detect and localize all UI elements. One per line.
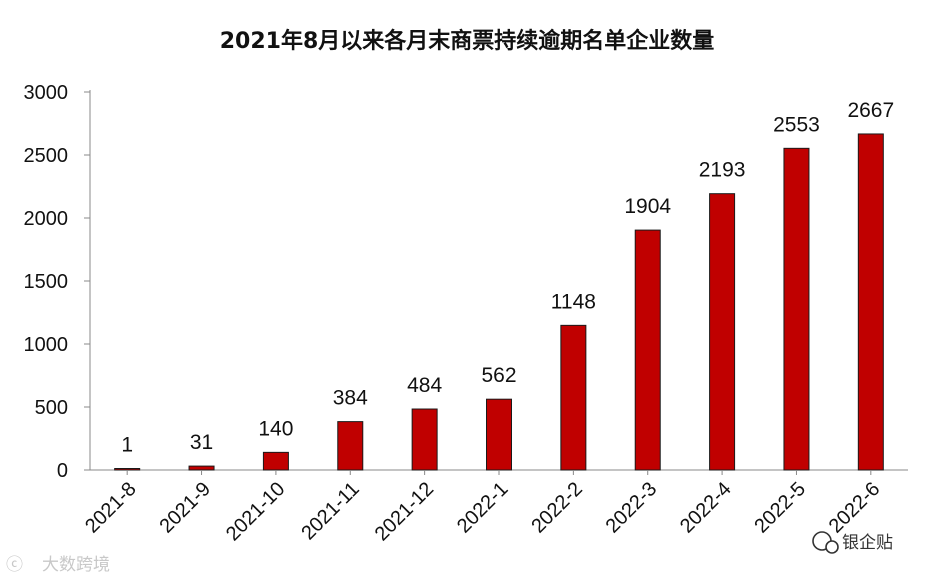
bar-2021-11 — [337, 421, 364, 471]
bar-2022-4 — [709, 193, 736, 471]
watermark-left-logo: ⓒ — [6, 555, 23, 575]
watermark-bottom-right: 银企贴 — [812, 531, 893, 554]
y-axis-ticks: 0 500 1000 1500 2000 2500 3000 — [24, 82, 90, 482]
data-label-2021-12: 484 — [407, 374, 442, 397]
data-label-2022-2: 1148 — [551, 290, 596, 313]
watermark-left-text: 大数跨境 — [42, 555, 110, 575]
y-tick-label: 0 — [57, 460, 68, 482]
data-label-2021-11: 384 — [333, 387, 368, 410]
data-label-2021-10: 140 — [258, 417, 293, 440]
x-tick-label-2022-6: 2022-6 — [825, 478, 885, 538]
y-tick-label: 3000 — [24, 82, 69, 104]
x-tick-label-2022-4: 2022-4 — [676, 478, 736, 538]
x-tick-label-2022-5: 2022-5 — [750, 478, 810, 538]
chart-title: 2021年8月以来各月末商票持续逾期名单企业数量 — [220, 28, 715, 54]
y-tick-label: 2500 — [24, 145, 69, 167]
x-axis-ticks: 2021-8 2021-9 2021-10 2021-11 2021-12 2022-1 2… — [81, 470, 884, 545]
bar-2021-9 — [188, 465, 215, 471]
bar-2021-8 — [114, 468, 141, 471]
wechat-icon-small — [825, 540, 839, 554]
data-label-2022-1: 562 — [481, 364, 516, 387]
bar-2022-3 — [634, 229, 661, 471]
data-label-2022-5: 2553 — [773, 113, 820, 136]
x-tick-label-2022-2: 2022-2 — [527, 478, 587, 538]
y-tick-label: 500 — [35, 397, 68, 419]
x-tick-label-2022-3: 2022-3 — [602, 478, 662, 538]
bar-2022-1 — [486, 398, 512, 471]
bar-2021-10 — [262, 451, 289, 471]
data-label-2022-3: 1904 — [624, 195, 671, 218]
watermark-bottom-left: ⓒ 大数跨境 — [6, 555, 110, 575]
bar-2021-12 — [411, 408, 438, 471]
data-label-2022-6: 2667 — [847, 99, 894, 122]
x-tick-label-2021-10: 2021-10 — [222, 478, 289, 545]
x-tick-label-2021-8: 2021-8 — [81, 478, 141, 538]
bar-2022-2 — [560, 324, 587, 471]
bar-2022-5 — [783, 147, 810, 471]
data-label-2022-4: 2193 — [699, 159, 746, 182]
data-label-2021-8: 1 — [121, 434, 133, 457]
data-label-2021-9: 31 — [190, 431, 213, 454]
x-tick-label-2021-9: 2021-9 — [155, 478, 215, 538]
y-tick-label: 2000 — [24, 208, 69, 230]
bars — [114, 133, 884, 471]
y-tick-label: 1000 — [24, 334, 69, 356]
x-tick-label-2021-12: 2021-12 — [371, 478, 438, 545]
bar-2022-6 — [857, 133, 884, 471]
x-tick-label-2022-1: 2022-1 — [453, 478, 513, 538]
x-tick-label-2021-11: 2021-11 — [297, 478, 363, 544]
watermark-right-text: 银企贴 — [842, 533, 893, 553]
data-labels: 1 31 140 384 484 562 1148 1904 2193 2553 2667 — [121, 99, 894, 457]
y-tick-label: 1500 — [24, 271, 69, 293]
